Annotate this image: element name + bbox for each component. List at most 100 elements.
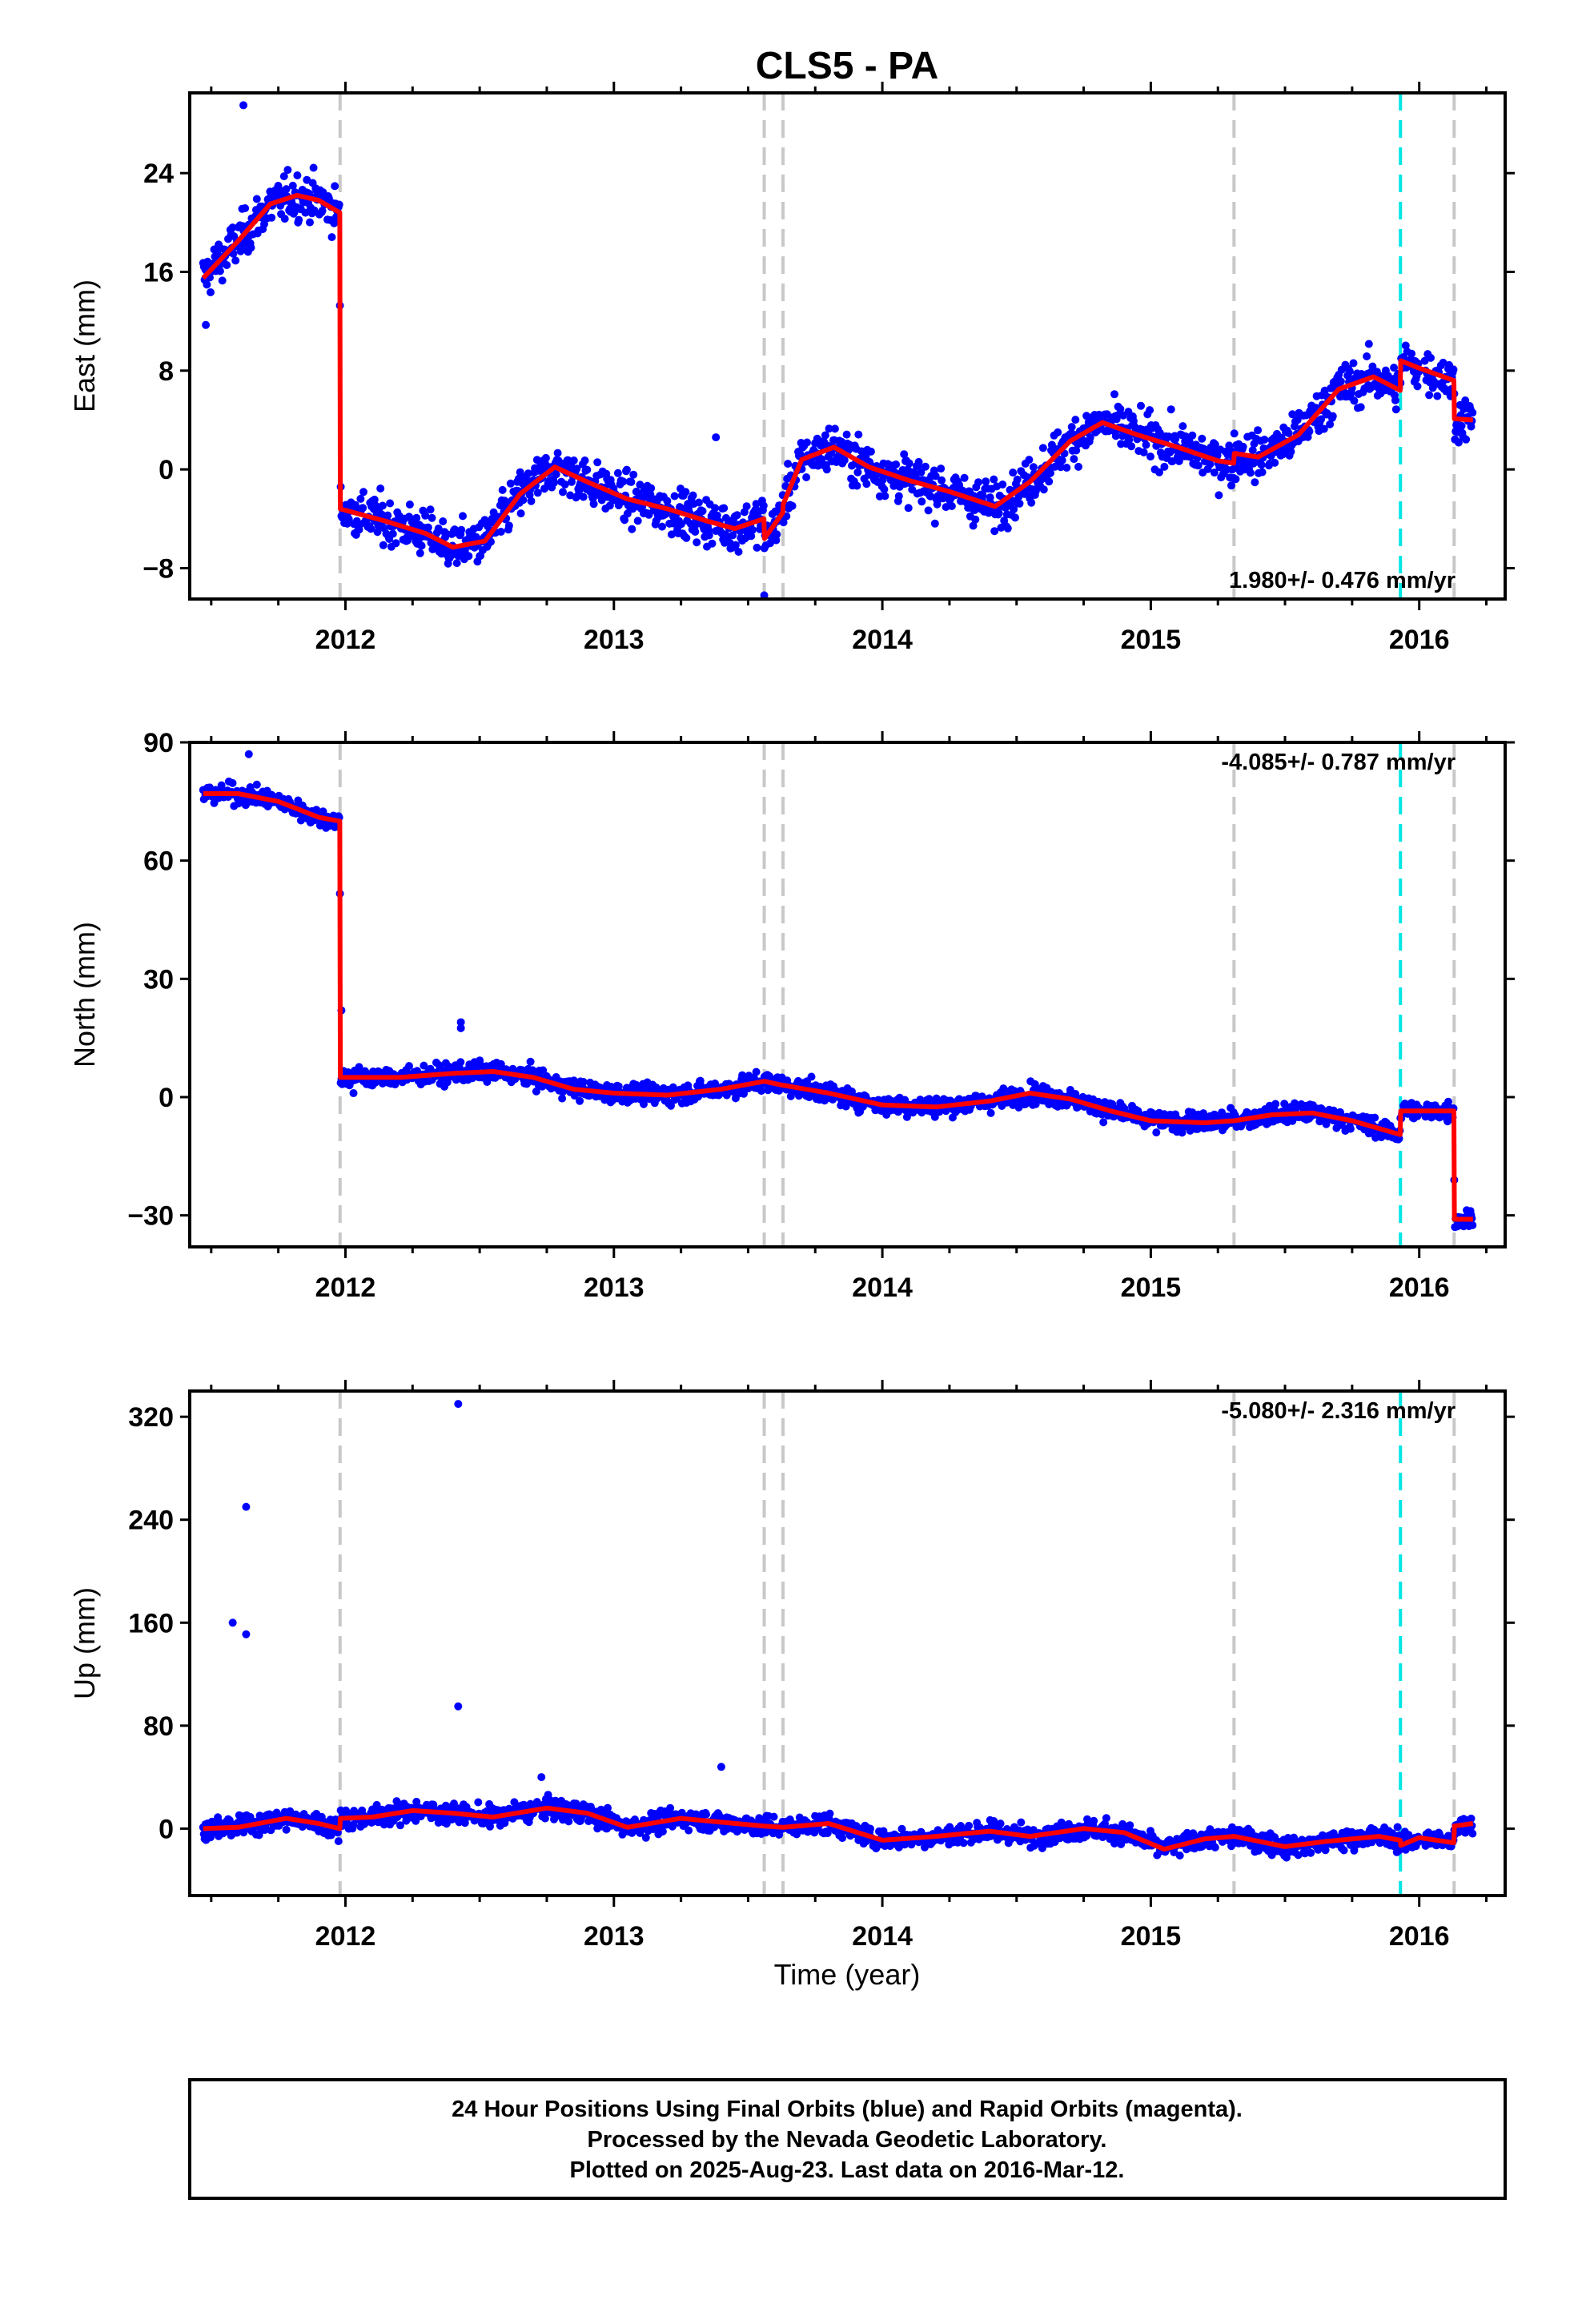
data-point	[516, 509, 525, 518]
data-point	[1287, 448, 1295, 456]
data-point	[552, 470, 560, 479]
data-point	[405, 501, 414, 509]
data-point	[821, 431, 829, 440]
data-point	[1391, 405, 1400, 414]
data-point	[241, 204, 250, 212]
data-point	[1468, 408, 1477, 417]
data-point	[457, 525, 466, 534]
data-point	[223, 261, 231, 269]
data-point	[1328, 412, 1337, 420]
data-point	[416, 549, 424, 557]
data-point	[1116, 404, 1125, 413]
data-point	[405, 1062, 413, 1071]
data-point	[733, 511, 741, 520]
data-point	[747, 532, 756, 541]
data-point	[1146, 452, 1154, 461]
data-point	[1271, 1100, 1280, 1108]
data-point	[434, 525, 443, 533]
data-point	[504, 521, 513, 530]
data-point	[711, 504, 720, 513]
data-point	[1246, 468, 1255, 477]
data-point	[412, 1797, 421, 1806]
data-point	[613, 468, 622, 477]
data-point	[1127, 442, 1136, 451]
data-point	[937, 464, 946, 473]
data-point	[1110, 390, 1118, 399]
data-point	[705, 531, 713, 540]
data-point	[1058, 456, 1066, 464]
data-point	[247, 243, 255, 252]
data-point	[349, 1820, 358, 1829]
data-point	[260, 219, 268, 228]
data-point	[533, 489, 542, 497]
data-point	[853, 468, 862, 476]
data-point	[1030, 1080, 1039, 1088]
data-point	[1317, 415, 1326, 424]
data-point	[1251, 478, 1259, 487]
data-point	[367, 525, 375, 533]
data-point	[830, 424, 839, 433]
data-point	[356, 494, 365, 503]
data-point	[524, 469, 532, 478]
data-point	[1215, 491, 1223, 500]
data-point	[480, 516, 489, 525]
data-point	[904, 504, 913, 513]
data-point	[1045, 477, 1054, 486]
data-point	[1350, 396, 1359, 405]
data-point	[252, 780, 261, 789]
data-point	[1239, 442, 1247, 451]
data-point	[1305, 427, 1314, 436]
x-tick-label: 2012	[315, 1273, 376, 1303]
data-point	[283, 166, 292, 175]
data-point	[1336, 377, 1345, 386]
data-point	[708, 539, 717, 548]
data-point-outlier	[349, 1089, 358, 1098]
data-point-outlier	[712, 433, 721, 442]
data-point	[1146, 406, 1154, 415]
x-tick-label: 2015	[1121, 1273, 1182, 1303]
data-point	[759, 501, 768, 510]
data-point	[947, 502, 956, 510]
data-point	[1218, 1108, 1227, 1117]
data-point	[960, 473, 969, 482]
data-point	[994, 509, 1003, 517]
data-point	[1231, 475, 1240, 484]
x-tick-label: 2016	[1389, 1273, 1450, 1303]
data-point	[1178, 1128, 1186, 1137]
data-point	[330, 219, 339, 227]
data-points	[199, 1400, 1477, 1862]
data-point	[866, 1824, 874, 1833]
data-point	[378, 501, 387, 510]
data-point	[539, 1066, 548, 1075]
data-point	[441, 529, 450, 538]
data-point	[1071, 416, 1080, 424]
data-point	[1188, 431, 1197, 440]
data-point	[1003, 524, 1012, 533]
data-point	[802, 473, 811, 481]
data-point	[576, 1096, 584, 1105]
data-point	[1178, 422, 1187, 431]
data-point	[413, 1067, 422, 1076]
data-point	[1082, 1831, 1091, 1840]
data-point	[1390, 364, 1399, 372]
data-point	[740, 1089, 748, 1098]
data-point	[694, 498, 703, 507]
data-point	[892, 460, 901, 468]
data-point	[1139, 448, 1148, 456]
data-point	[862, 480, 871, 489]
model-line	[203, 791, 1473, 1222]
data-point	[388, 529, 397, 538]
data-point	[1371, 1113, 1379, 1122]
data-point	[572, 464, 581, 473]
data-point	[1198, 434, 1207, 443]
data-point	[1271, 458, 1279, 467]
data-point	[593, 458, 602, 467]
data-point	[914, 457, 923, 466]
data-point	[840, 456, 849, 464]
data-point	[959, 1839, 968, 1848]
data-point	[1166, 405, 1175, 414]
y-tick-label: 24	[143, 159, 174, 189]
data-point	[880, 485, 889, 493]
